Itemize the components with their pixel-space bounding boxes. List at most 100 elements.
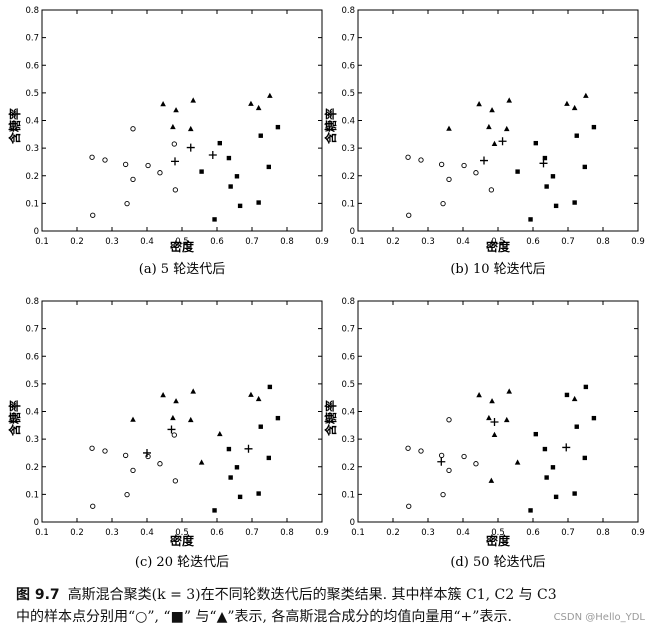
point-triangle	[489, 107, 495, 113]
point-square	[212, 508, 217, 513]
point-square	[572, 491, 577, 496]
mean-plus	[480, 156, 488, 165]
point-circle	[145, 162, 151, 169]
x-tick-label: 0.3	[421, 237, 435, 247]
mean-plus	[498, 137, 507, 146]
x-tick-label: 0.7	[561, 237, 575, 247]
caption-line-1: 图 9.7 高斯混合聚类(k = 3)在不同轮数迭代后的聚类结果. 其中样本簇 C…	[16, 584, 646, 606]
x-tick-label: 0.5	[175, 528, 189, 538]
point-circle	[171, 141, 177, 147]
x-tick-label: 0.7	[245, 528, 259, 538]
x-tick-label: 0.8	[280, 237, 294, 247]
y-tick-label: 0.1	[341, 490, 355, 500]
x-tick-label: 0.2	[70, 237, 84, 247]
point-square	[553, 494, 559, 500]
panel-b-plot: 0.1 0.2 0.3 0.4 0.5 0.6 0.7 0.8 0.900.10.20.30.4…	[341, 6, 644, 247]
point-triangle	[446, 125, 452, 131]
point-triangle	[248, 391, 254, 397]
point-circle	[172, 478, 179, 484]
x-tick-label: 0.5	[491, 237, 505, 247]
point-triangle	[198, 459, 205, 465]
y-tick-label: 0.6	[341, 61, 355, 71]
panel-a-axes-frame	[41, 9, 323, 232]
panel-a-title: (a) 5 轮迭代后	[139, 262, 225, 277]
y-tick-label: 0.3	[25, 435, 39, 445]
mean-plus	[490, 417, 499, 426]
panel-d-title: (d) 50 轮迭代后	[450, 555, 545, 570]
point-triangle	[514, 459, 521, 465]
point-triangle	[190, 388, 196, 394]
point-square	[550, 465, 556, 470]
y-tick-label: 0.4	[341, 408, 355, 418]
point-triangle	[491, 431, 498, 437]
point-triangle	[173, 398, 179, 404]
point-square	[591, 415, 597, 421]
point-triangle	[486, 123, 492, 130]
x-tick-label: 0.7	[561, 528, 575, 538]
y-tick-label: 0.8	[25, 6, 39, 16]
x-tick-label: 0.6	[210, 528, 224, 538]
point-circle	[406, 212, 412, 218]
point-triangle	[488, 477, 495, 483]
panel-c-plot: 0.1 0.2 0.3 0.4 0.5 0.6 0.7 0.8 0.900.10.20.30.4…	[25, 297, 328, 538]
y-tick-label: 0	[34, 518, 39, 528]
mean-plus	[167, 425, 176, 434]
x-tick-label: 0.3	[421, 528, 435, 538]
panel-b-axes-frame	[357, 9, 639, 232]
y-tick-label: 0.7	[341, 325, 355, 335]
point-square	[237, 203, 243, 209]
y-tick-label: 0.8	[341, 297, 355, 307]
x-tick-label: 0.1	[351, 528, 365, 538]
figure-canvas: 0.1 0.2 0.3 0.4 0.5 0.6 0.7 0.8 0.900.10.20.30.4…	[7, 6, 645, 570]
point-circle	[446, 417, 452, 423]
x-tick-label: 0.7	[245, 237, 259, 247]
point-square	[266, 455, 271, 461]
point-circle	[488, 187, 494, 193]
point-triangle	[506, 97, 512, 103]
x-tick-label: 0.3	[105, 237, 119, 247]
point-triangle	[486, 414, 492, 421]
point-triangle	[571, 395, 578, 402]
point-circle	[473, 170, 479, 176]
point-triangle	[190, 97, 196, 103]
panel-b-xlabel: 密度	[486, 239, 511, 254]
y-tick-label: 0	[350, 518, 355, 528]
point-circle	[438, 452, 445, 459]
point-square	[528, 508, 533, 513]
y-tick-label: 0.4	[25, 408, 39, 418]
y-tick-label: 0.6	[25, 61, 39, 71]
mean-plus	[562, 443, 571, 452]
point-circle	[123, 452, 129, 459]
x-tick-label: 0.5	[491, 528, 505, 538]
x-tick-label: 0.6	[526, 528, 540, 538]
panel-c-ylabel: 含糖率	[7, 400, 22, 436]
point-square	[217, 140, 222, 146]
point-square	[533, 140, 538, 146]
y-tick-label: 0.2	[25, 172, 39, 182]
y-tick-label: 0.3	[341, 435, 355, 445]
mean-plus	[539, 159, 548, 168]
point-square	[228, 475, 233, 480]
point-square	[515, 169, 520, 174]
point-circle	[446, 176, 452, 182]
mean-plus	[186, 143, 195, 152]
point-square	[533, 431, 538, 437]
point-square	[553, 203, 559, 209]
caption-line-2: 中的样本点分别用“○”, “■” 与“▲”表示, 各高斯混合成分的均值向量用“+…	[16, 609, 512, 625]
y-tick-label: 0.6	[341, 352, 355, 362]
point-circle	[90, 503, 96, 509]
point-square	[528, 217, 533, 222]
panel-d-ylabel: 含糖率	[323, 400, 338, 436]
y-tick-label: 0.3	[341, 144, 355, 154]
point-square	[258, 133, 263, 138]
point-circle	[440, 201, 446, 207]
point-circle	[130, 176, 136, 182]
point-circle	[405, 154, 411, 160]
point-square	[544, 475, 549, 480]
mean-plus	[143, 448, 151, 457]
x-tick-label: 0.1	[35, 237, 49, 247]
point-square	[564, 392, 570, 398]
point-square	[591, 124, 597, 130]
point-square	[583, 384, 589, 390]
point-circle	[89, 445, 95, 451]
